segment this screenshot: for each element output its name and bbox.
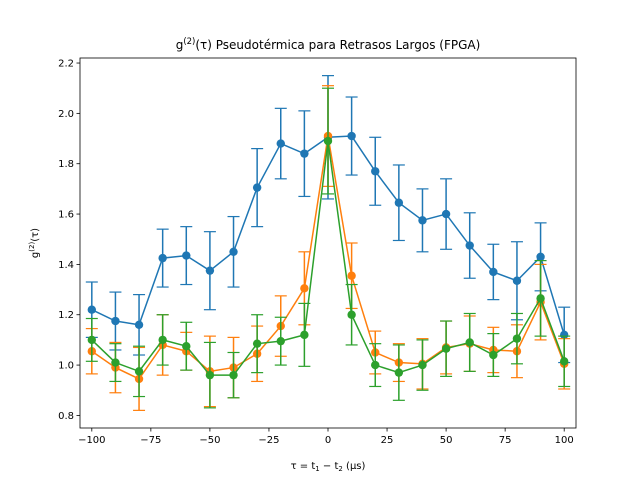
data-point xyxy=(276,139,285,148)
data-point xyxy=(323,136,333,146)
y-axis: 0.8 1.0 1.2 1.4 1.6 1.8 2.0 2.2 xyxy=(58,59,80,422)
data-point xyxy=(229,247,238,257)
axes-frame xyxy=(79,57,577,429)
data-point xyxy=(252,183,262,192)
data-point xyxy=(300,284,309,293)
data-point xyxy=(559,330,569,340)
data-point xyxy=(512,276,522,285)
data-point xyxy=(489,267,498,277)
data-point xyxy=(182,341,191,351)
data-point xyxy=(536,294,545,303)
data-point xyxy=(394,368,404,377)
x-tick-label: 25 xyxy=(381,435,394,446)
data-point xyxy=(276,336,285,346)
data-point xyxy=(512,334,522,343)
data-point xyxy=(87,335,97,345)
x-axis: −100 −75 −50 −25 0 25 50 75 100 xyxy=(78,428,574,446)
chart-title-g: g xyxy=(176,38,184,52)
data-point xyxy=(158,335,167,345)
data-point xyxy=(418,360,427,370)
data-point xyxy=(559,357,569,366)
x-axis-label-pre: τ = t xyxy=(291,461,316,472)
y-tick-label: 1.6 xyxy=(58,210,74,221)
plot-area xyxy=(85,75,571,411)
x-tick-label: 0 xyxy=(325,435,331,446)
x-tick-label: −100 xyxy=(78,435,105,446)
x-tick-label: −50 xyxy=(199,435,220,446)
y-tick-label: 2.2 xyxy=(58,59,74,70)
data-point xyxy=(418,216,427,225)
y-axis-label-rest: (τ) xyxy=(30,228,41,242)
x-tick-label: −25 xyxy=(258,435,279,446)
data-point xyxy=(111,358,120,367)
y-tick-label: 1.2 xyxy=(58,310,74,321)
data-point xyxy=(441,344,451,353)
data-point xyxy=(371,360,380,370)
x-axis-label-mid: − t xyxy=(320,461,339,472)
data-point xyxy=(205,370,215,380)
y-tick-label: 0.8 xyxy=(58,411,74,422)
data-point xyxy=(205,266,215,275)
x-tick-label: 50 xyxy=(440,435,453,446)
data-point xyxy=(347,131,356,141)
data-point xyxy=(134,320,144,330)
data-point xyxy=(465,338,474,347)
data-point xyxy=(300,149,309,158)
y-axis-label-g: g xyxy=(30,252,41,258)
data-point xyxy=(465,241,474,250)
x-axis-label-sub1: 1 xyxy=(315,465,319,473)
data-point xyxy=(489,350,498,360)
y-tick-label: 1.4 xyxy=(58,260,74,271)
x-axis-label: τ = t1 − t2 (μs) xyxy=(291,461,366,473)
data-point xyxy=(347,271,356,280)
x-axis-label-sub2: 2 xyxy=(338,465,342,473)
data-point xyxy=(536,252,545,262)
data-point xyxy=(229,370,238,380)
x-tick-label: −75 xyxy=(140,435,161,446)
data-point xyxy=(158,253,167,263)
data-point xyxy=(394,198,404,207)
data-point xyxy=(347,310,356,319)
data-point xyxy=(87,305,97,314)
data-point xyxy=(371,167,380,176)
x-axis-label-post: (μs) xyxy=(343,461,366,472)
chart-title-rest: (τ) Pseudotérmica para Retrasos Largos (… xyxy=(195,38,480,52)
data-point xyxy=(252,339,262,348)
y-axis-label-superscript: (2) xyxy=(28,242,36,252)
chart-title: g(2)(τ) Pseudotérmica para Retrasos Larg… xyxy=(176,37,481,52)
x-tick-label: 75 xyxy=(499,435,512,446)
data-point xyxy=(111,316,120,326)
data-point xyxy=(182,251,191,260)
data-point xyxy=(441,209,451,219)
series-3 xyxy=(85,87,571,409)
x-tick-label: 100 xyxy=(555,435,574,446)
data-point xyxy=(134,367,144,376)
y-tick-label: 2.0 xyxy=(58,109,74,120)
y-tick-label: 1.0 xyxy=(58,361,74,372)
data-point xyxy=(300,330,309,340)
y-tick-label: 1.8 xyxy=(58,159,74,170)
y-axis-label: g(2)(τ) xyxy=(28,228,41,258)
chart-title-superscript: (2) xyxy=(183,37,195,47)
